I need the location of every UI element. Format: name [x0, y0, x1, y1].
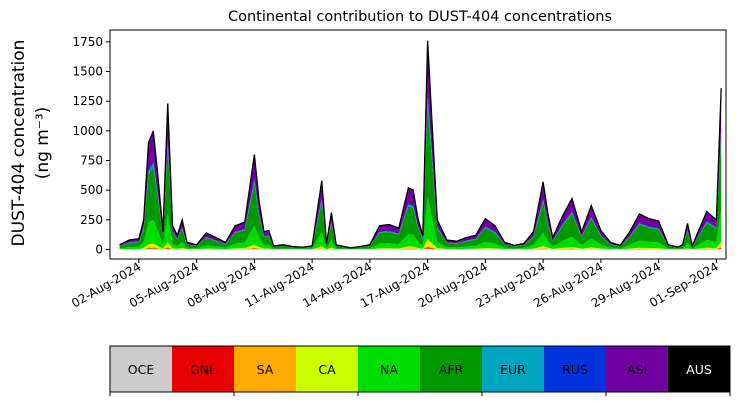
- legend-label-oce: OCE: [128, 362, 155, 377]
- total-line: [119, 40, 722, 249]
- area-oce: [119, 248, 722, 250]
- plot-area: [119, 40, 722, 250]
- legend-swatch-ca: [296, 346, 358, 392]
- legend-label-ca: CA: [318, 362, 336, 377]
- area-rus: [119, 92, 722, 249]
- legend-label-aus: AUS: [686, 362, 712, 377]
- legend-swatch-asi: [606, 346, 668, 392]
- legend-label-gnl: GNL: [190, 362, 216, 377]
- y-axis-label-line2: (ng m⁻³): [33, 107, 53, 180]
- legend-label-sa: SA: [257, 362, 274, 377]
- x-axis: 02-Aug-202405-Aug-202408-Aug-202411-Aug-…: [69, 259, 721, 310]
- area-afr: [119, 103, 722, 250]
- chart-title: Continental contribution to DUST-404 con…: [228, 9, 612, 25]
- area-asi: [119, 40, 722, 249]
- legend-frame: [109, 345, 731, 393]
- y-axis-label-line1: DUST-404 concentration: [9, 40, 29, 247]
- legend-label-eur: EUR: [500, 362, 526, 377]
- area-ca: [119, 239, 722, 250]
- legend-swatch-afr: [420, 346, 482, 392]
- y-axis: 0 250 500 750 1000 1250 1500 1750: [72, 35, 110, 257]
- plot-frame: [109, 29, 727, 260]
- legend-label-na: NA: [380, 362, 398, 377]
- y-axis-label: DUST-404 concentration (ng m⁻³): [9, 40, 53, 247]
- y-tick-label: 500: [80, 183, 103, 197]
- y-tick-label: 0: [95, 243, 103, 257]
- legend-label-afr: AFR: [439, 362, 464, 377]
- y-tick-label: 750: [80, 154, 103, 168]
- area-gnl: [119, 247, 722, 250]
- legend-swatch-na: [358, 346, 420, 392]
- area-sa: [119, 245, 722, 250]
- legend-swatch-eur: [482, 346, 544, 392]
- y-tick-label: 1750: [72, 35, 103, 49]
- y-tick-label: 250: [80, 213, 103, 227]
- legend-swatch-oce: [110, 346, 172, 392]
- legend-swatch-rus: [544, 346, 606, 392]
- area-na: [119, 197, 722, 250]
- y-tick-label: 1000: [72, 124, 103, 138]
- colorbar-legend: OCE GNL SA CA NA AFR EUR RUS ASI AUS: [109, 345, 731, 396]
- legend-label-rus: RUS: [562, 362, 588, 377]
- legend-swatch-aus: [668, 346, 730, 392]
- legend-label-asi: ASI: [627, 362, 647, 377]
- y-tick-label: 1250: [72, 94, 103, 108]
- legend-swatch-sa: [234, 346, 296, 392]
- y-tick-label: 1500: [72, 65, 103, 79]
- legend-swatch-gnl: [172, 346, 234, 392]
- area-eur: [119, 97, 722, 249]
